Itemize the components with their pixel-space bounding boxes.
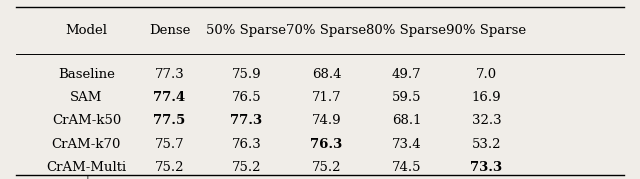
Text: 68.4: 68.4 (312, 68, 341, 81)
Text: CrAM-Multi: CrAM-Multi (46, 161, 127, 174)
Text: 75.2: 75.2 (155, 161, 184, 174)
Text: 70% Sparse: 70% Sparse (286, 24, 367, 37)
Text: Dense: Dense (149, 24, 190, 37)
Text: +: + (83, 175, 91, 179)
Text: 71.7: 71.7 (312, 91, 341, 104)
Text: 77.3: 77.3 (230, 114, 262, 127)
Text: 49.7: 49.7 (392, 68, 421, 81)
Text: 80% Sparse: 80% Sparse (366, 24, 447, 37)
Text: 77.3: 77.3 (155, 68, 184, 81)
Text: 32.3: 32.3 (472, 114, 501, 127)
Text: 77.5: 77.5 (154, 114, 186, 127)
Text: SAM: SAM (70, 91, 102, 104)
Text: 7.0: 7.0 (476, 68, 497, 81)
Text: 75.7: 75.7 (155, 138, 184, 151)
Text: 53.2: 53.2 (472, 138, 501, 151)
Text: 75.2: 75.2 (312, 161, 341, 174)
Text: 74.9: 74.9 (312, 114, 341, 127)
Text: 50% Sparse: 50% Sparse (206, 24, 287, 37)
Text: 75.2: 75.2 (232, 161, 261, 174)
Text: 76.3: 76.3 (232, 138, 261, 151)
Text: CrAM-k50: CrAM-k50 (52, 114, 121, 127)
Text: Model: Model (65, 24, 108, 37)
Text: 76.5: 76.5 (232, 91, 261, 104)
Text: 59.5: 59.5 (392, 91, 421, 104)
Text: Baseline: Baseline (58, 68, 115, 81)
Text: 73.4: 73.4 (392, 138, 421, 151)
Text: 75.9: 75.9 (232, 68, 261, 81)
Text: 73.3: 73.3 (470, 161, 502, 174)
Text: 68.1: 68.1 (392, 114, 421, 127)
Text: 76.3: 76.3 (310, 138, 342, 151)
Text: 74.5: 74.5 (392, 161, 421, 174)
Text: 90% Sparse: 90% Sparse (446, 24, 527, 37)
Text: 77.4: 77.4 (154, 91, 186, 104)
Text: 16.9: 16.9 (472, 91, 501, 104)
Text: CrAM-k70: CrAM-k70 (52, 138, 121, 151)
